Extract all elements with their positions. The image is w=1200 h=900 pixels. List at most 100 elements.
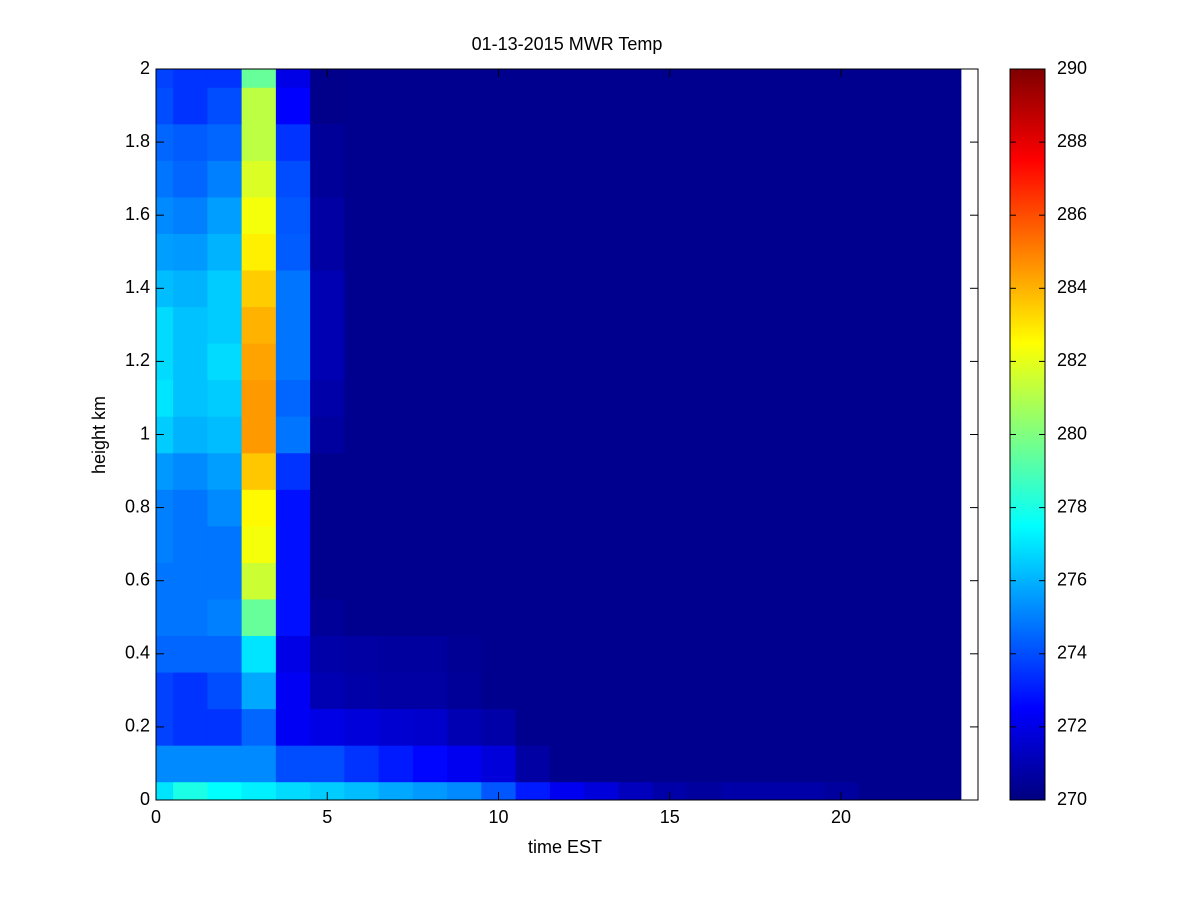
heatmap-cell [618, 87, 654, 125]
heatmap-cell [618, 781, 654, 801]
heatmap-cell [686, 196, 722, 234]
heatmap-cell [173, 343, 208, 381]
heatmap-cell [858, 379, 893, 417]
heatmap-cell [652, 562, 688, 600]
heatmap-cell [549, 233, 585, 271]
heatmap-cell [789, 635, 825, 673]
heatmap-cell [241, 306, 277, 344]
heatmap-cell [618, 233, 654, 271]
heatmap-cell [412, 123, 448, 161]
heatmap-cell [207, 379, 243, 417]
heatmap-cell [926, 562, 962, 600]
heatmap-cell [755, 69, 791, 88]
heatmap-cell [858, 672, 893, 710]
heatmap-cell [310, 416, 345, 454]
heatmap-cell [412, 708, 448, 746]
heatmap-cell [378, 87, 414, 125]
heatmap-cell [412, 87, 448, 125]
heatmap-cell [618, 452, 654, 490]
heatmap-cell [310, 598, 345, 637]
heatmap-cell [378, 598, 414, 637]
heatmap-cell [823, 416, 859, 454]
heatmap-cell [686, 452, 722, 490]
heatmap-cell [310, 635, 345, 673]
heatmap-cell [926, 745, 962, 783]
heatmap-cell [652, 781, 688, 801]
heatmap-cell [344, 598, 380, 637]
heatmap-cell [549, 379, 585, 417]
heatmap-cell [652, 343, 688, 381]
heatmap-cell [241, 123, 277, 161]
heatmap-cell [755, 379, 791, 417]
heatmap-cell [549, 598, 585, 637]
colorbar-tick-label: 290 [1057, 58, 1087, 78]
heatmap-cell [481, 343, 517, 381]
heatmap-cell [344, 270, 380, 308]
heatmap-cell [241, 379, 277, 417]
heatmap-cell [515, 270, 551, 308]
heatmap-cell [156, 635, 174, 673]
heatmap-cell [378, 781, 414, 801]
heatmap-cell [926, 708, 962, 746]
heatmap-cell [481, 87, 517, 125]
heatmap-cell [823, 598, 859, 637]
heatmap-cell [858, 270, 893, 308]
heatmap-cell [344, 87, 380, 125]
heatmap-cell [241, 160, 277, 198]
heatmap-cell [515, 123, 551, 161]
heatmap-cell [241, 233, 277, 271]
heatmap-cell [207, 452, 243, 490]
heatmap-cell [858, 598, 893, 637]
heatmap-cell [789, 270, 825, 308]
heatmap-cell [173, 781, 208, 801]
heatmap-cell [241, 635, 277, 673]
heatmap-cell [447, 708, 482, 746]
heatmap-cell [618, 598, 654, 637]
heatmap-cell [447, 306, 482, 344]
heatmap-cell [447, 69, 482, 88]
heatmap-cell [412, 306, 448, 344]
heatmap-cell [412, 525, 448, 563]
heatmap-cell [823, 635, 859, 673]
heatmap-cell [926, 672, 962, 710]
heatmap-cell [447, 672, 482, 710]
heatmap-cell [926, 233, 962, 271]
heatmap-cell [721, 379, 756, 417]
heatmap-cell [755, 416, 791, 454]
heatmap-cell [858, 416, 893, 454]
heatmap-cell [378, 160, 414, 198]
heatmap-cell [515, 562, 551, 600]
heatmap-cell [481, 270, 517, 308]
heatmap-cell [412, 379, 448, 417]
heatmap-cell [173, 69, 208, 88]
heatmap-cell [241, 672, 277, 710]
heatmap-cell [584, 123, 619, 161]
heatmap-cell [310, 306, 345, 344]
heatmap-cell [721, 69, 756, 88]
heatmap-cell [549, 416, 585, 454]
heatmap-cell [549, 160, 585, 198]
x-tick-label: 15 [660, 807, 680, 827]
heatmap-cell [173, 123, 208, 161]
heatmap-cell [310, 123, 345, 161]
heatmap-cell [652, 452, 688, 490]
heatmap-cell [241, 708, 277, 746]
heatmap-cell [344, 635, 380, 673]
x-tick-label: 20 [831, 807, 851, 827]
heatmap-cell [686, 525, 722, 563]
heatmap-cell [173, 196, 208, 234]
y-tick-label: 2 [140, 58, 150, 78]
heatmap-cell [584, 745, 619, 783]
heatmap-cell [481, 562, 517, 600]
heatmap-cell [275, 562, 311, 600]
heatmap-cell [447, 745, 482, 783]
heatmap-cell [207, 233, 243, 271]
heatmap-cell [310, 525, 345, 563]
heatmap-cell [686, 379, 722, 417]
heatmap-cell [344, 416, 380, 454]
heatmap-cell [447, 489, 482, 527]
heatmap-cell [156, 525, 174, 563]
heatmap-cell [241, 416, 277, 454]
heatmap-cell [378, 562, 414, 600]
heatmap-cell [481, 306, 517, 344]
